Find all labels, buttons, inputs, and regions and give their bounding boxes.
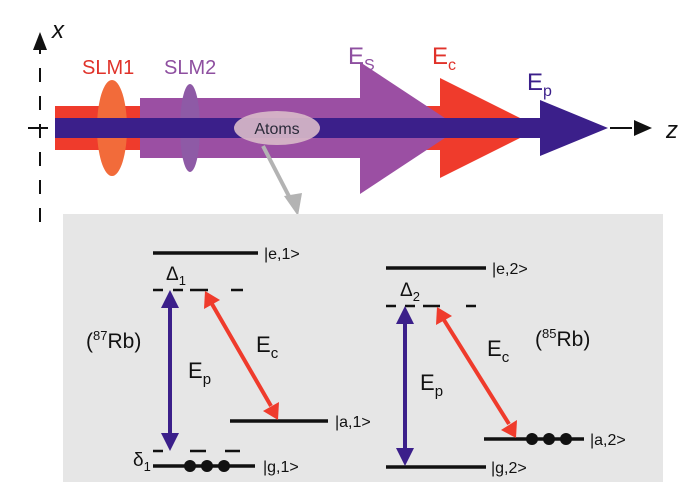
z-axis-arrowhead	[634, 120, 652, 136]
atoms-pointer	[261, 145, 302, 216]
ep-transition-label: Ep	[188, 358, 211, 388]
population-dot	[201, 460, 213, 472]
state-e2-label: |e,2>	[492, 261, 528, 278]
atoms-label: Atoms	[254, 121, 299, 138]
small-delta1-label: δ1	[133, 450, 151, 474]
level-scheme-87rb: |e,1> |a,1> |g,1> Δ1 δ1 Ep Ec (87Rb)	[86, 246, 371, 476]
ec-transition-line	[442, 318, 511, 426]
beams: Atoms	[55, 62, 608, 194]
ep-transition-label: Ep	[420, 370, 443, 400]
delta1-label: Δ1	[166, 264, 186, 288]
isotope-85rb-label: (85Rb)	[535, 326, 590, 351]
x-axis: x	[33, 17, 65, 222]
slm2-label: SLM2	[164, 57, 216, 79]
ec-arrowhead-down	[501, 420, 517, 438]
state-g1-label: |g,1>	[263, 459, 299, 476]
ep-arrowhead-up	[161, 290, 179, 308]
population-dot	[526, 433, 538, 445]
ec-label: Ec	[432, 43, 456, 74]
population-dot	[184, 460, 196, 472]
ec-arrowhead-up	[204, 291, 220, 309]
z-axis: z	[28, 117, 678, 144]
population-dot	[543, 433, 555, 445]
isotope-87rb-label: (87Rb)	[86, 328, 141, 353]
atoms-ellipse	[234, 111, 320, 145]
x-axis-arrowhead	[33, 32, 47, 50]
slm1-label: SLM1	[82, 57, 134, 79]
population-dot	[560, 433, 572, 445]
state-g2-label: |g,2>	[491, 460, 527, 477]
ep-label: Ep	[527, 69, 552, 100]
state-a1-label: |a,1>	[335, 414, 371, 431]
ec-arrowhead-down	[263, 402, 279, 420]
es-label: ES	[348, 43, 375, 74]
level-scheme-85rb: |e,2> |a,2> |g,2> Δ2 Ep Ec (85Rb)	[386, 261, 626, 477]
ec-transition-label: Ec	[487, 336, 510, 366]
z-axis-label: z	[665, 117, 678, 144]
state-e1-label: |e,1>	[264, 246, 300, 263]
probe-beam	[55, 100, 608, 156]
ep-arrowhead-down	[396, 448, 414, 466]
ec-arrowhead-up	[436, 307, 452, 325]
ep-arrowhead-up	[396, 306, 414, 324]
population-dot	[218, 460, 230, 472]
state-a2-label: |a,2>	[590, 432, 626, 449]
delta2-label: Δ2	[400, 280, 420, 304]
ep-arrowhead-down	[161, 433, 179, 451]
ec-transition-line	[210, 302, 273, 408]
pointer-arrowhead	[284, 193, 302, 216]
ec-transition-label: Ec	[256, 332, 279, 362]
x-axis-label: x	[51, 17, 65, 44]
